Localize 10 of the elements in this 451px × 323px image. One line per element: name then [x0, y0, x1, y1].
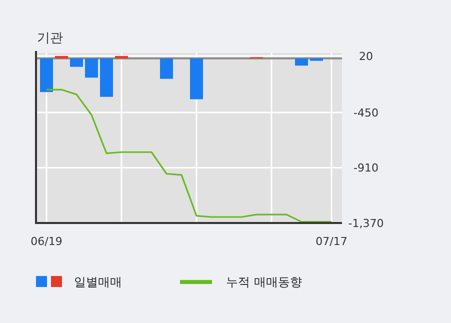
x-tick-label: 07/17 [316, 235, 348, 248]
y-tick-label: 20 [359, 50, 373, 64]
legend-label: 일별매매 [74, 275, 122, 289]
y-tick-label: -1,370 [348, 217, 384, 230]
y-tick-label: -450 [354, 106, 378, 120]
legend-label: 누적 매매동향 [226, 275, 302, 289]
x-tick-label: 06/19 [30, 235, 62, 248]
line-series [46, 88, 332, 223]
y-tick-label: -910 [354, 162, 378, 175]
chart-title: 기관 [37, 31, 63, 46]
